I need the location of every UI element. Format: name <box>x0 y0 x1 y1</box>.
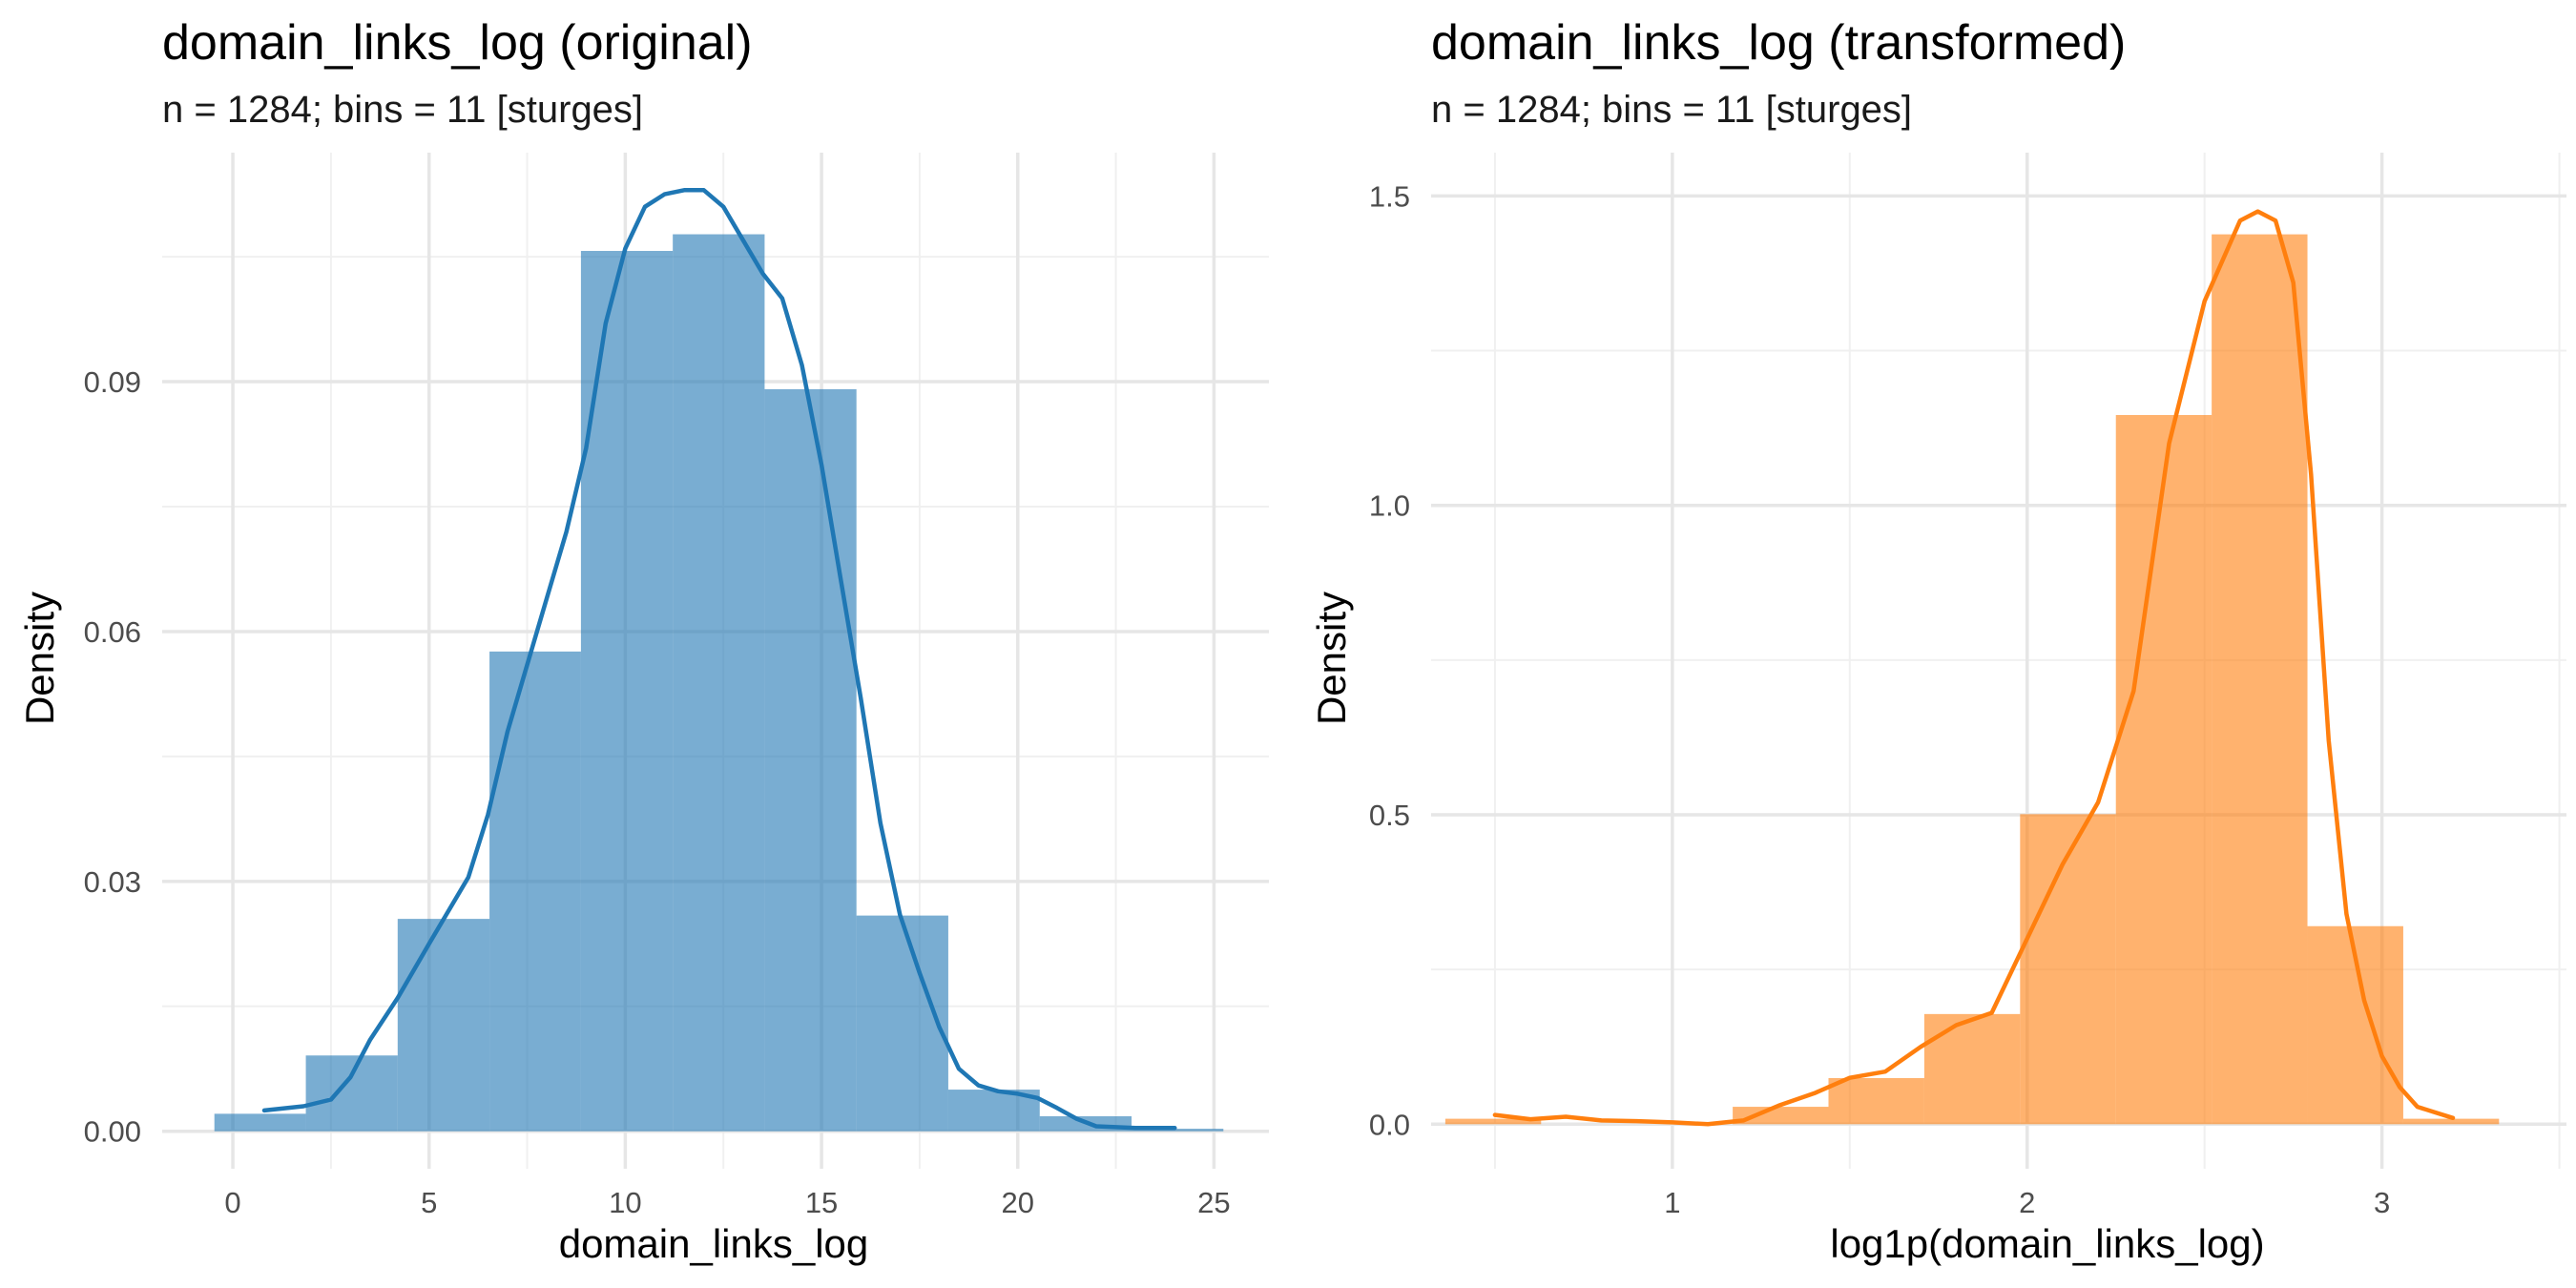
chart-title: domain_links_log (transformed) <box>1431 15 2126 71</box>
x-tick-label: 3 <box>2374 1186 2390 1219</box>
histogram-bar <box>2115 415 2212 1125</box>
density-line <box>1492 209 2456 1127</box>
histogram-bar <box>214 1113 306 1132</box>
density-curve <box>261 188 1177 1131</box>
y-tick-label: 0.06 <box>84 615 141 649</box>
histogram-bar <box>1733 1107 1829 1125</box>
histogram-bar <box>1132 1129 1224 1132</box>
histogram-bar <box>1444 1118 1542 1125</box>
histogram-bar <box>2402 1118 2500 1125</box>
y-tick-label: 0.5 <box>1369 799 1410 832</box>
y-tick-labels: 0.00 0.03 0.06 0.09 <box>84 365 141 1149</box>
y-axis-label: Density <box>1309 592 1354 725</box>
y-tick-labels: 0.0 0.5 1.0 1.5 <box>1369 179 1410 1141</box>
histogram-bar <box>2020 814 2116 1125</box>
x-tick-label: 0 <box>224 1186 240 1219</box>
x-tick-labels: 1 2 3 <box>1664 1186 2390 1219</box>
y-tick-label: 0.0 <box>1369 1108 1410 1141</box>
density-curve <box>1492 209 2456 1127</box>
y-tick-label: 0.00 <box>84 1115 141 1149</box>
histogram-bar <box>580 251 674 1132</box>
histogram-bar <box>764 388 857 1132</box>
histogram-bars <box>214 234 1224 1132</box>
histogram-bar <box>489 651 581 1132</box>
histogram-bar <box>1828 1077 1924 1125</box>
chart-title: domain_links_log (original) <box>162 15 753 71</box>
x-tick-label: 5 <box>421 1186 437 1219</box>
chart-subtitle: n = 1284; bins = 11 [sturges] <box>162 89 643 131</box>
x-tick-label: 10 <box>609 1186 641 1219</box>
histogram-original-panel: domain_links_log (original) n = 1284; bi… <box>17 15 1269 1266</box>
y-tick-label: 0.03 <box>84 865 141 899</box>
histogram-transformed-panel: domain_links_log (transformed) n = 1284;… <box>1309 15 2566 1266</box>
y-tick-label: 0.09 <box>84 365 141 399</box>
histogram-bar <box>397 919 490 1132</box>
chart-subtitle: n = 1284; bins = 11 [sturges] <box>1431 89 1912 131</box>
histogram-bar <box>1923 1013 2021 1125</box>
y-axis-label: Density <box>17 592 62 725</box>
histogram-bars <box>1444 234 2500 1125</box>
x-tick-label: 15 <box>805 1186 838 1219</box>
x-tick-labels: 0 5 10 15 20 25 <box>224 1186 1230 1219</box>
x-tick-label: 1 <box>1664 1186 1680 1219</box>
density-line <box>261 188 1177 1131</box>
histogram-bar <box>305 1055 398 1132</box>
histogram-bar <box>856 915 948 1132</box>
x-tick-label: 25 <box>1197 1186 1230 1219</box>
x-tick-label: 2 <box>2019 1186 2035 1219</box>
y-tick-label: 1.5 <box>1369 179 1410 213</box>
x-axis-label: log1p(domain_links_log) <box>1830 1221 2264 1266</box>
x-tick-label: 20 <box>1001 1186 1033 1219</box>
histogram-bar <box>2212 234 2308 1125</box>
histogram-bar <box>673 234 765 1132</box>
x-axis-label: domain_links_log <box>559 1221 869 1266</box>
y-tick-label: 1.0 <box>1369 489 1410 523</box>
